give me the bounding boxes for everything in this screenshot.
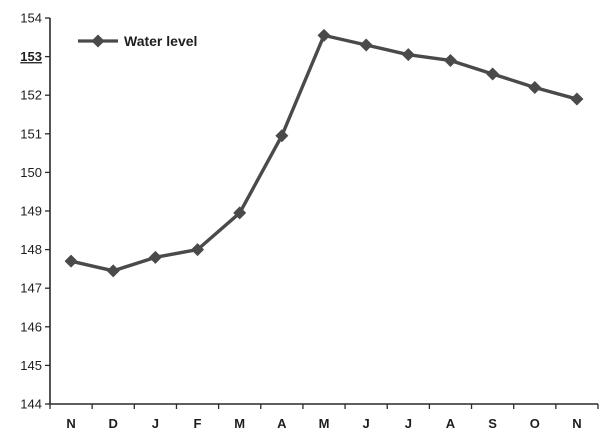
y-tick-label: 145	[20, 358, 42, 373]
data-point-marker	[106, 264, 120, 278]
data-point-marker	[401, 48, 415, 62]
y-axis-ticks: 144 145 146 147 148 149 150 151 152 153 154	[20, 11, 50, 412]
y-tick-label: 153	[20, 49, 42, 64]
y-tick-label: 151	[20, 126, 42, 141]
data-point-marker	[275, 129, 289, 143]
x-tick-label: N	[572, 416, 581, 431]
data-point-marker	[359, 38, 373, 52]
x-tick-label: M	[319, 416, 330, 431]
legend-diamond-marker	[91, 34, 105, 48]
x-tick-label: S	[488, 416, 497, 431]
x-tick-label: F	[194, 416, 202, 431]
x-tick-label: D	[109, 416, 118, 431]
data-point-marker	[317, 28, 331, 42]
data-point-marker	[191, 243, 205, 257]
x-tick-label: O	[530, 416, 540, 431]
y-tick-label: 146	[20, 319, 42, 334]
y-tick-label: 150	[20, 165, 42, 180]
water-level-line	[70, 33, 578, 273]
data-point-marker	[528, 80, 542, 94]
y-tick-label: 152	[20, 88, 42, 103]
y-tick-label: 149	[20, 204, 42, 219]
legend-label: Water level	[124, 33, 197, 49]
x-tick-label: A	[277, 416, 287, 431]
data-point-marker	[148, 250, 162, 264]
legend: Water level	[78, 33, 197, 49]
x-tick-label: N	[66, 416, 75, 431]
data-point-marker	[64, 254, 78, 268]
chart-axes	[49, 18, 598, 405]
x-tick-label: J	[152, 416, 159, 431]
x-tick-label: A	[446, 416, 456, 431]
y-tick-label: 144	[20, 397, 42, 412]
data-point-marker	[443, 53, 457, 67]
y-tick-label: 147	[20, 281, 42, 296]
y-tick-label: 154	[20, 11, 42, 26]
data-point-marker	[233, 206, 247, 220]
x-tick-label: M	[234, 416, 245, 431]
x-tick-label: J	[363, 416, 370, 431]
data-point-marker	[570, 92, 584, 106]
y-tick-label: 148	[20, 242, 42, 257]
data-point-marker	[486, 67, 500, 81]
series-layer	[64, 28, 584, 278]
x-tick-label: J	[405, 416, 412, 431]
